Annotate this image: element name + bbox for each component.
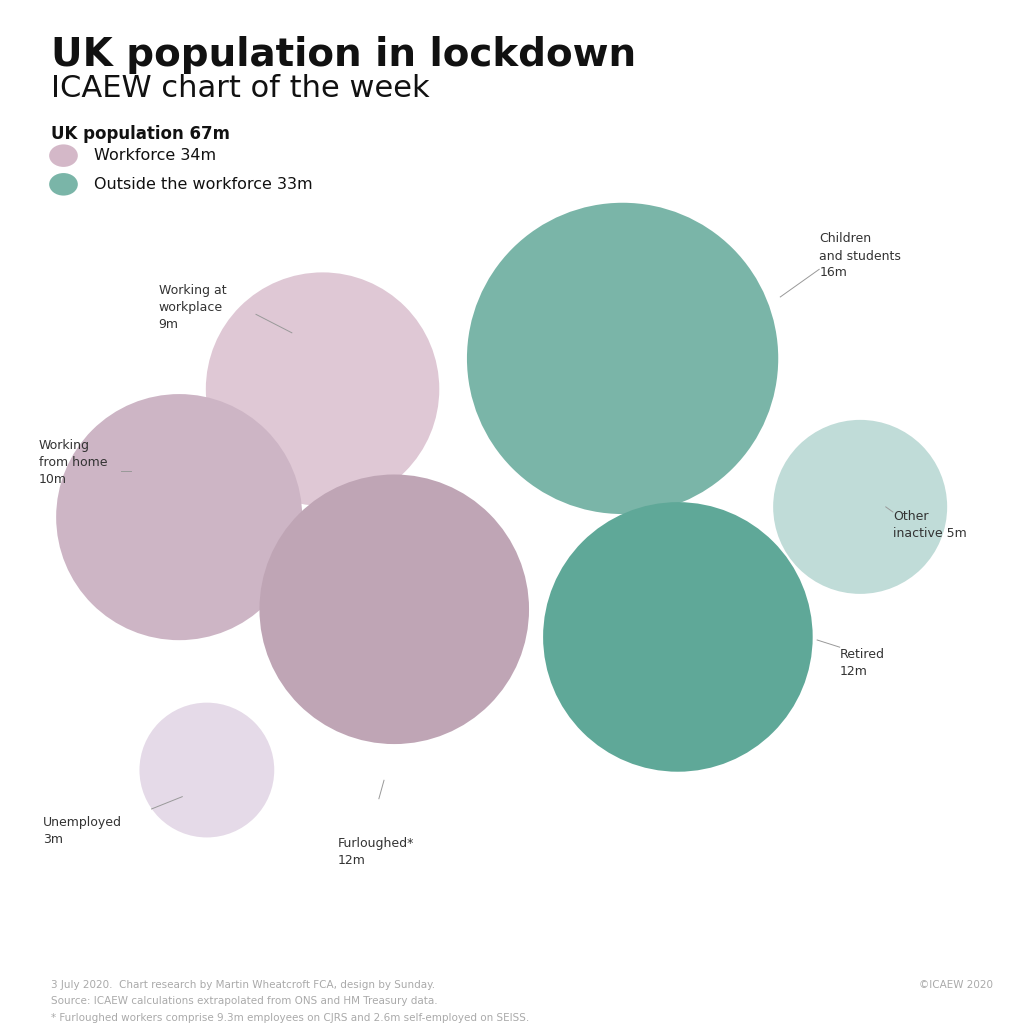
Text: UK population in lockdown: UK population in lockdown <box>51 36 636 74</box>
Text: * Furloughed workers comprise 9.3m employees on CJRS and 2.6m self-employed on S: * Furloughed workers comprise 9.3m emplo… <box>51 1013 529 1023</box>
Text: Children
and students
16m: Children and students 16m <box>819 232 901 280</box>
Text: Workforce 34m: Workforce 34m <box>94 148 216 163</box>
Text: Working at
workplace
9m: Working at workplace 9m <box>159 284 226 331</box>
Text: Working
from home
10m: Working from home 10m <box>39 439 108 486</box>
Ellipse shape <box>467 203 778 514</box>
Ellipse shape <box>49 144 78 167</box>
Text: Other
inactive 5m: Other inactive 5m <box>893 510 967 541</box>
Text: Outside the workforce 33m: Outside the workforce 33m <box>94 177 313 191</box>
Ellipse shape <box>773 420 947 594</box>
Text: Retired
12m: Retired 12m <box>840 647 885 678</box>
Ellipse shape <box>139 702 274 838</box>
Ellipse shape <box>206 272 439 506</box>
Text: ICAEW chart of the week: ICAEW chart of the week <box>51 74 430 102</box>
Ellipse shape <box>259 474 529 744</box>
Text: 3 July 2020.  Chart research by Martin Wheatcroft FCA, design by Sunday.: 3 July 2020. Chart research by Martin Wh… <box>51 980 435 990</box>
Ellipse shape <box>49 173 78 196</box>
Text: Furloughed*
12m: Furloughed* 12m <box>338 837 415 867</box>
Text: Unemployed
3m: Unemployed 3m <box>43 816 122 847</box>
Ellipse shape <box>543 502 813 772</box>
Text: Source: ICAEW calculations extrapolated from ONS and HM Treasury data.: Source: ICAEW calculations extrapolated … <box>51 996 438 1007</box>
Ellipse shape <box>56 394 302 640</box>
Text: ©ICAEW 2020: ©ICAEW 2020 <box>920 980 993 990</box>
Text: UK population 67m: UK population 67m <box>51 125 230 143</box>
